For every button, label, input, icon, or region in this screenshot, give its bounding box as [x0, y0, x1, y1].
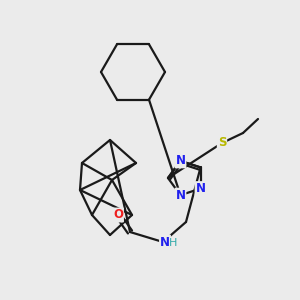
Text: S: S — [218, 136, 226, 149]
Text: N: N — [176, 189, 185, 202]
Text: N: N — [176, 154, 185, 167]
Text: N: N — [160, 236, 170, 248]
Text: O: O — [113, 208, 123, 221]
Text: N: N — [196, 182, 206, 195]
Text: H: H — [169, 238, 177, 248]
